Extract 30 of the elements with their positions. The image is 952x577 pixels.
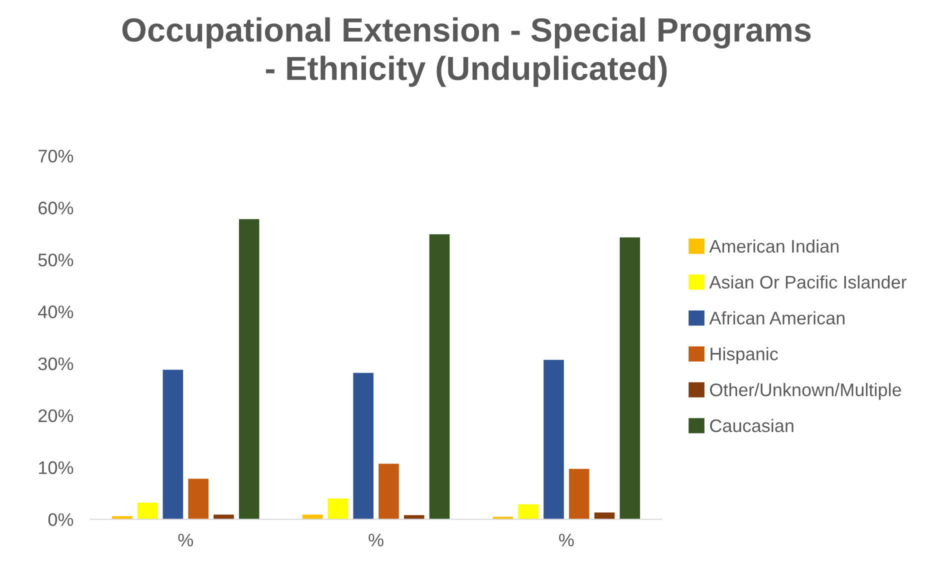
y-tick-label: 40% bbox=[38, 306, 74, 318]
bar bbox=[568, 468, 590, 520]
bar bbox=[238, 219, 260, 520]
legend-label: African American bbox=[709, 311, 844, 324]
legend-label: Caucasian bbox=[710, 418, 794, 432]
bar bbox=[162, 370, 184, 520]
chart-title: Occupational Extension - Special Programs - Ethnicity (Unduplicated) bbox=[122, 17, 811, 87]
y-tick-label: 30% bbox=[38, 357, 74, 370]
y-tick-label: 60% bbox=[38, 202, 74, 214]
bar bbox=[620, 237, 640, 520]
legend-label: Asian Or Pacific Islander bbox=[709, 275, 907, 289]
y-tick-label: 50% bbox=[38, 254, 74, 266]
bar bbox=[378, 464, 399, 520]
bar bbox=[353, 372, 374, 520]
bar bbox=[328, 498, 348, 520]
bar bbox=[429, 234, 450, 520]
bar bbox=[137, 502, 158, 520]
y-tick-label: 0% bbox=[48, 513, 74, 526]
x-tick-label: % bbox=[368, 534, 384, 546]
legend-label: Other/Unknown/Multiple bbox=[710, 383, 902, 400]
y-tick-label: 70% bbox=[38, 150, 74, 163]
y-tick-label: 10% bbox=[39, 461, 74, 474]
bar bbox=[544, 360, 564, 520]
x-tick-label: % bbox=[178, 534, 194, 546]
bar bbox=[188, 478, 208, 520]
legend-label: Hispanic bbox=[710, 347, 778, 364]
bar bbox=[518, 504, 539, 520]
legend-label: American Indian bbox=[709, 239, 838, 253]
y-tick-label: 20% bbox=[38, 409, 74, 422]
x-tick-label: % bbox=[559, 534, 574, 546]
